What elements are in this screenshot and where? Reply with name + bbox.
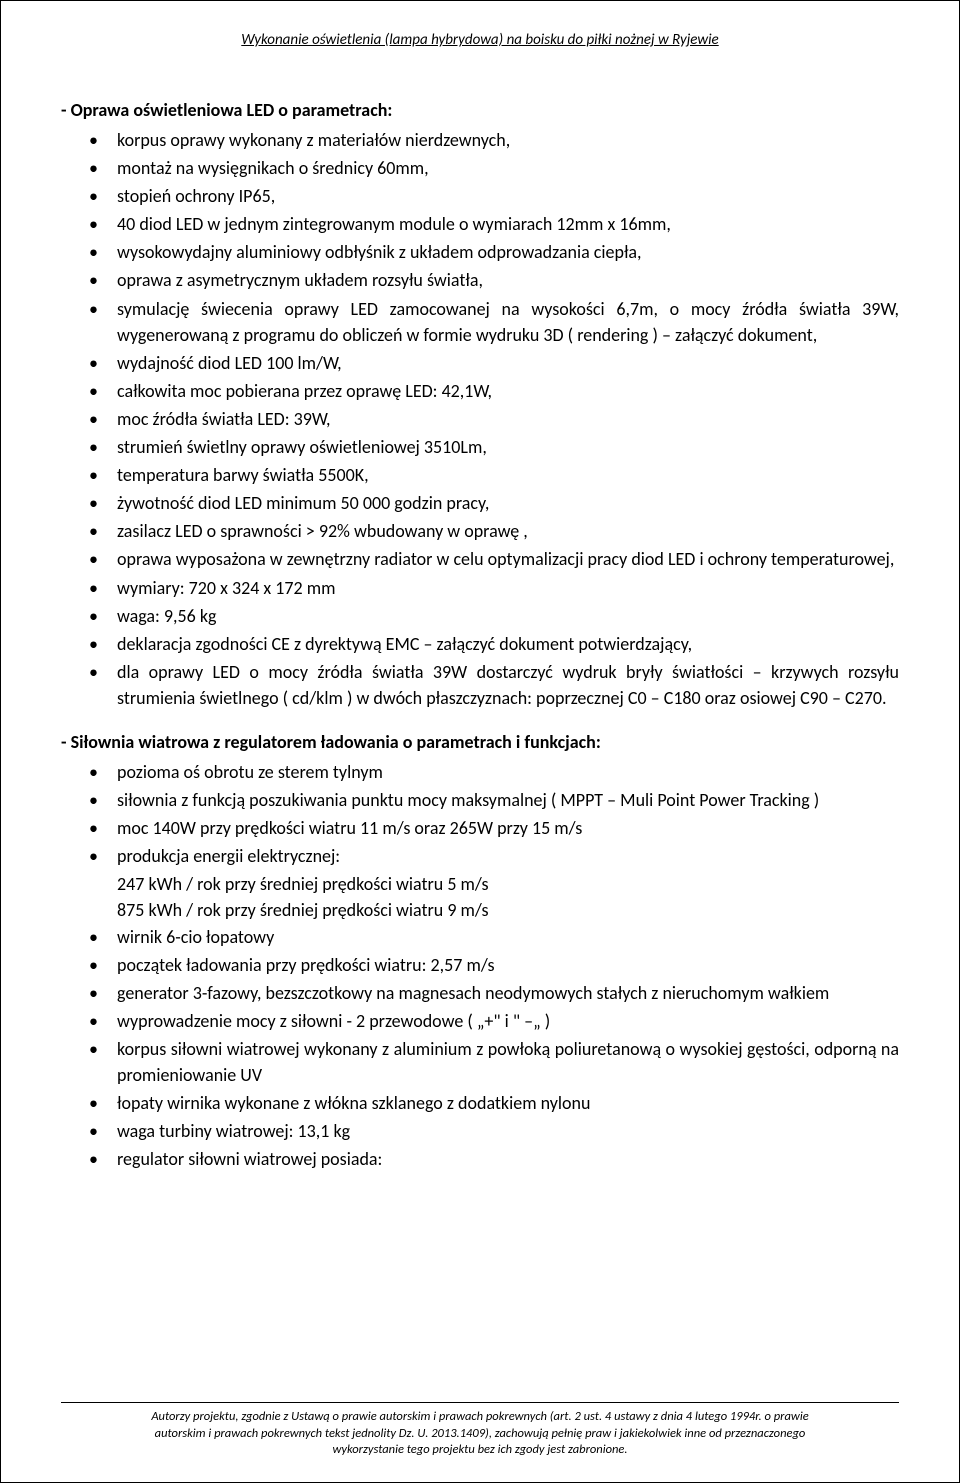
list-item: wirnik 6-cio łopatowy <box>89 924 899 950</box>
section2-list-b: wirnik 6-cio łopatowy początek ładowania… <box>61 924 899 1173</box>
list-item: produkcja energii elektrycznej: <box>89 843 899 869</box>
section1-list: korpus oprawy wykonany z materiałów nier… <box>61 127 899 711</box>
list-item: regulator siłowni wiatrowej posiada: <box>89 1146 899 1172</box>
footer-line: wykorzystanie tego projektu bez ich zgod… <box>332 1442 627 1457</box>
section2-list-a: pozioma oś obrotu ze sterem tylnym siłow… <box>61 759 899 869</box>
list-item: strumień świetlny oprawy oświetleniowej … <box>89 434 899 460</box>
list-item: wysokowydajny aluminiowy odbłyśnik z ukł… <box>89 239 899 265</box>
list-item: moc źródła światła LED: 39W, <box>89 406 899 432</box>
list-item: wymiary: 720 x 324 x 172 mm <box>89 575 899 601</box>
list-item: generator 3-fazowy, bezszczotkowy na mag… <box>89 980 899 1006</box>
list-item: korpus oprawy wykonany z materiałów nier… <box>89 127 899 153</box>
list-item: oprawa z asymetrycznym układem rozsyłu ś… <box>89 267 899 293</box>
list-item: korpus siłowni wiatrowej wykonany z alum… <box>89 1036 899 1088</box>
list-item: 40 diod LED w jednym zintegrowanym modul… <box>89 211 899 237</box>
list-item: montaż na wysięgnikach o średnicy 60mm, <box>89 155 899 181</box>
list-item: wydajność diod LED 100 lm/W, <box>89 350 899 376</box>
footer-line: autorskim i prawach pokrewnych tekst jed… <box>155 1426 806 1441</box>
list-item: waga turbiny wiatrowej: 13,1 kg <box>89 1118 899 1144</box>
list-item: łopaty wirnika wykonane z włókna szklane… <box>89 1090 899 1116</box>
plain-line: 247 kWh / rok przy średniej prędkości wi… <box>61 871 899 897</box>
list-item: wyprowadzenie mocy z siłowni - 2 przewod… <box>89 1008 899 1034</box>
page-footer: Autorzy projektu, zgodnie z Ustawą o pra… <box>61 1402 899 1458</box>
page-header-title: Wykonanie oświetlenia (lampa hybrydowa) … <box>61 31 899 49</box>
list-item: pozioma oś obrotu ze sterem tylnym <box>89 759 899 785</box>
list-item: dla oprawy LED o mocy źródła światła 39W… <box>89 659 899 711</box>
list-item: waga: 9,56 kg <box>89 603 899 629</box>
plain-line: 875 kWh / rok przy średniej prędkości wi… <box>61 897 899 923</box>
section1-title: - Oprawa oświetleniowa LED o parametrach… <box>61 99 899 121</box>
list-item: siłownia z funkcją poszukiwania punktu m… <box>89 787 899 813</box>
list-item: żywotność diod LED minimum 50 000 godzin… <box>89 490 899 516</box>
document-page: Wykonanie oświetlenia (lampa hybrydowa) … <box>0 0 960 1483</box>
section2-title: - Siłownia wiatrowa z regulatorem ładowa… <box>61 731 899 753</box>
list-item: temperatura barwy światła 5500K, <box>89 462 899 488</box>
list-item: moc 140W przy prędkości wiatru 11 m/s or… <box>89 815 899 841</box>
list-item: całkowita moc pobierana przez oprawę LED… <box>89 378 899 404</box>
list-item: początek ładowania przy prędkości wiatru… <box>89 952 899 978</box>
list-item: deklaracja zgodności CE z dyrektywą EMC … <box>89 631 899 657</box>
list-item: zasilacz LED o sprawności > 92% wbudowan… <box>89 518 899 544</box>
list-item: symulację świecenia oprawy LED zamocowan… <box>89 296 899 348</box>
list-item: stopień ochrony IP65, <box>89 183 899 209</box>
footer-line: Autorzy projektu, zgodnie z Ustawą o pra… <box>151 1409 808 1424</box>
list-item: oprawa wyposażona w zewnętrzny radiator … <box>89 546 899 572</box>
